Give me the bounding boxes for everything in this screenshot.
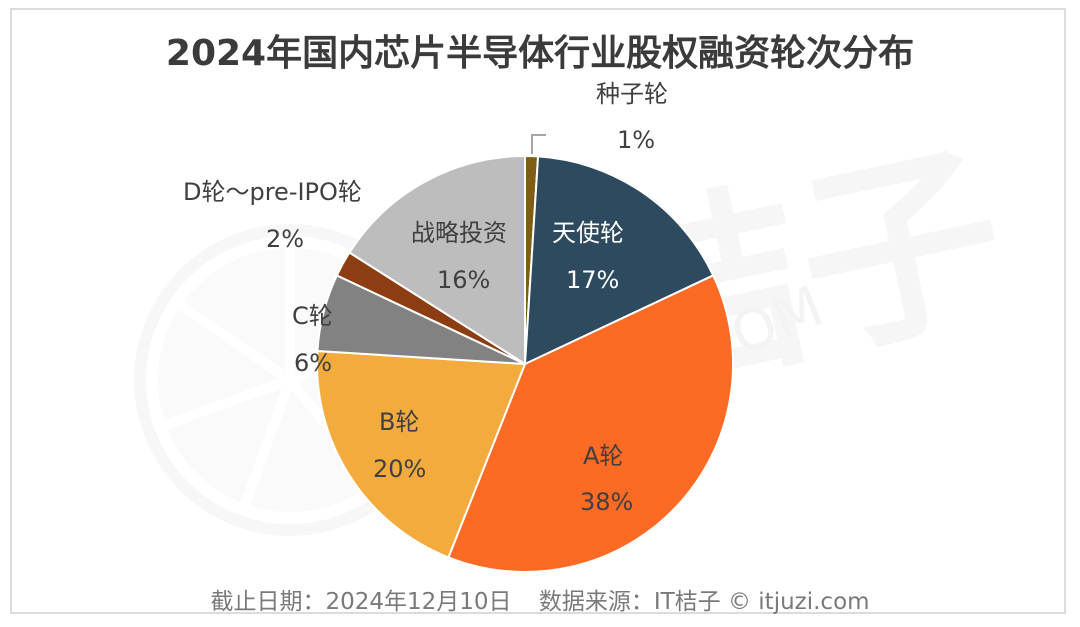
label-seed-pct: 1% (617, 126, 656, 154)
label-angel-pct: 17% (566, 266, 620, 294)
label-d-pre-ipo-name: D轮～pre-IPO轮 (183, 178, 362, 206)
seed-leader-line (531, 134, 546, 154)
label-c-round-name: C轮 (292, 302, 333, 330)
slice-angel[interactable] (524, 155, 715, 365)
label-b-round-pct: 20% (373, 455, 427, 483)
label-seed-name: 种子轮 (596, 80, 668, 108)
footer-date: 截止日期：2024年12月10日 (210, 589, 512, 615)
label-c-round-pct: 6% (294, 349, 333, 377)
chart-title: 2024年国内芯片半导体行业股权融资轮次分布 (165, 33, 915, 74)
label-angel-name: 天使轮 (552, 219, 624, 247)
label-a-round-pct: 38% (580, 488, 634, 516)
chart-footer: 截止日期：2024年12月10日 数据来源：IT桔子 © itjuzi.com (0, 582, 1080, 616)
label-strategic-pct: 16% (437, 266, 491, 294)
slice-b-round[interactable] (316, 349, 526, 559)
slice-strategic[interactable] (348, 155, 526, 365)
slice-a-round[interactable] (447, 274, 735, 573)
label-b-round-name: B轮 (379, 408, 420, 436)
label-strategic-name: 战略投资 (411, 219, 507, 247)
label-a-round-name: A轮 (583, 442, 624, 470)
footer-source: 数据来源：IT桔子 © itjuzi.com (538, 589, 870, 615)
label-d-pre-ipo-pct: 2% (266, 225, 305, 253)
